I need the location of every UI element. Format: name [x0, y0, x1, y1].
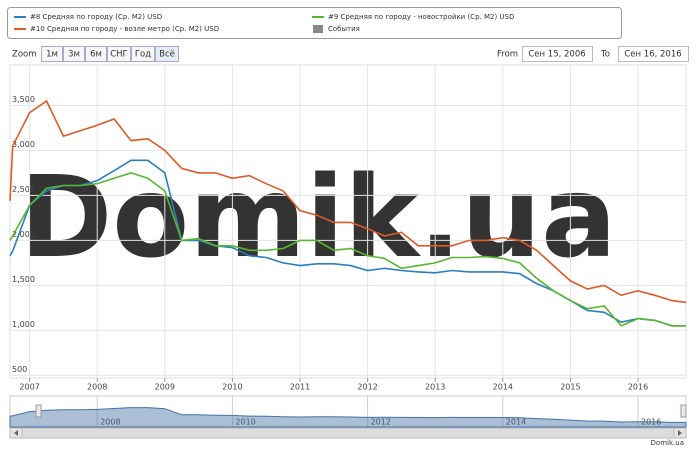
- zoom-button[interactable]: [63, 46, 85, 62]
- scrollbar-thumb[interactable]: [21, 427, 675, 439]
- zoom-button-label[interactable]: 1м: [46, 50, 58, 60]
- x-tick-label: 2011: [290, 383, 310, 392]
- zoom-button[interactable]: [155, 46, 179, 62]
- zoom-button-label[interactable]: 3м: [68, 50, 80, 60]
- legend-label: События: [328, 25, 360, 33]
- x-tick-label: 2010: [222, 383, 242, 392]
- x-tick-label: 2008: [87, 383, 107, 392]
- legend-box: [7, 7, 622, 39]
- zoom-button[interactable]: [41, 46, 63, 62]
- y-tick-label: 1,500: [12, 275, 35, 284]
- zoom-label: Zoom: [12, 50, 37, 60]
- zoom-button-label[interactable]: 6м: [90, 50, 102, 60]
- legend-swatch: [313, 25, 323, 33]
- zoom-button[interactable]: [131, 46, 155, 62]
- zoom-button[interactable]: [107, 46, 131, 62]
- x-tick-label: 2013: [425, 383, 445, 392]
- y-tick-label: 2,000: [12, 230, 35, 239]
- x-tick-label: 2016: [628, 383, 648, 392]
- legend-label: #8 Средняя по городу (Ср. M2) USD: [30, 13, 162, 21]
- series-line: [9, 99, 687, 304]
- to-label: To: [600, 50, 610, 60]
- x-tick-label: 2014: [493, 383, 513, 392]
- plot-area: [9, 64, 687, 379]
- from-label: From: [497, 50, 518, 60]
- zoom-button[interactable]: [85, 46, 107, 62]
- navigator-tick-label: 2014: [506, 418, 526, 427]
- legend-label: #10 Средняя по городу - возле метро (Ср.…: [30, 25, 219, 33]
- x-tick-label: 2012: [357, 383, 377, 392]
- watermark: Domik.ua: [19, 153, 616, 283]
- y-tick-label: 2,500: [12, 185, 35, 194]
- navigator-handle[interactable]: [680, 404, 687, 418]
- to-input[interactable]: [618, 46, 689, 62]
- to-value[interactable]: Сен 16, 2016: [624, 50, 681, 60]
- y-tick-label: 3,500: [12, 95, 35, 104]
- y-tick-label: 3,000: [12, 140, 35, 149]
- zoom-button-label[interactable]: Всё: [159, 50, 175, 60]
- navigator-tick-label: 2008: [100, 418, 120, 427]
- navigator-tick-label: 2012: [371, 418, 391, 427]
- zoom-button-label[interactable]: СНГ: [110, 50, 128, 60]
- navigator-area: [9, 407, 687, 428]
- x-tick-label: 2007: [19, 383, 39, 392]
- y-tick-label: 1,000: [12, 320, 35, 329]
- zoom-button-label[interactable]: Год: [135, 50, 151, 60]
- from-value[interactable]: Сен 15, 2006: [528, 50, 585, 60]
- from-input[interactable]: [522, 46, 593, 62]
- x-tick-label: 2009: [155, 383, 175, 392]
- scroll-right-arrow: [678, 430, 682, 436]
- scroll-left-arrow: [14, 430, 18, 436]
- x-tick-label: 2015: [560, 383, 580, 392]
- navigator-handle[interactable]: [35, 404, 42, 418]
- navigator: [9, 395, 687, 428]
- series-line: [9, 172, 686, 327]
- credit: Domik.ua: [651, 439, 684, 447]
- navigator-tick-label: 2010: [235, 418, 255, 427]
- legend-label: #9 Средняя по городу - новостройки (Ср. …: [328, 13, 514, 21]
- y-tick-label: 500: [12, 365, 27, 374]
